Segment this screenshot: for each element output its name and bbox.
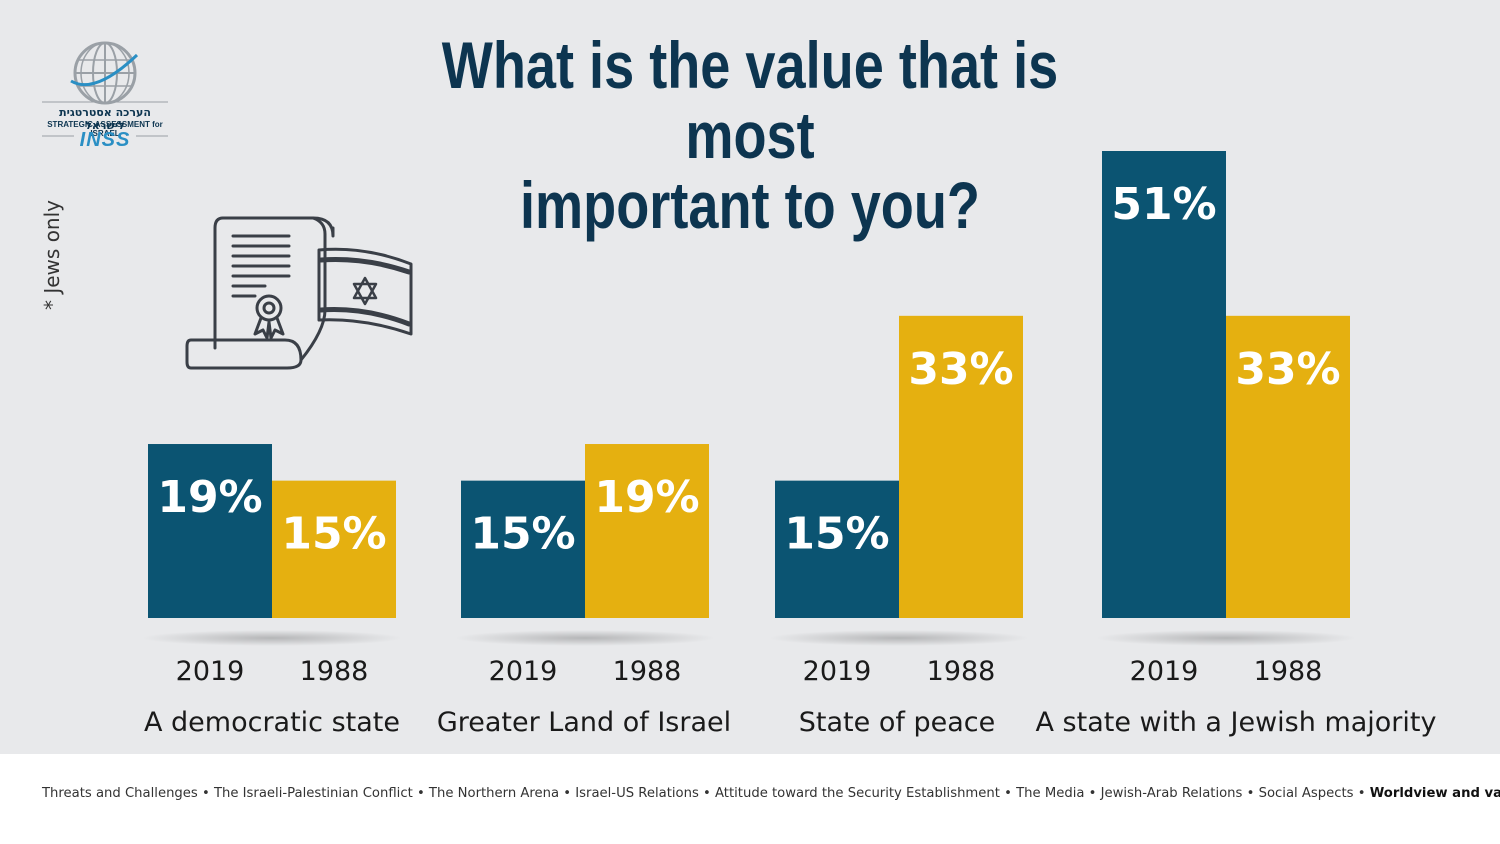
scroll-and-flag-icon — [185, 216, 413, 370]
bar-shadow — [1096, 630, 1356, 646]
category-label: State of peace — [799, 707, 995, 738]
bar-chart: 19% 2019 15% 1988 A democratic state 15% 2019 1… — [142, 151, 1437, 738]
bar-2019-3 — [775, 480, 899, 618]
category-label: A state with a Jewish majority — [1036, 707, 1437, 738]
year-label: 2019 — [1130, 656, 1199, 687]
bar-2019-2 — [461, 480, 585, 618]
logo-hebrew-text: הערכה אסטרטגית לישראל — [59, 106, 151, 132]
footer-topic-link[interactable]: The Israeli-Palestinian Conflict — [213, 786, 413, 801]
footer-separator: • — [559, 786, 576, 801]
footer-topic-link[interactable]: Israel-US Relations — [575, 786, 699, 801]
year-label: 1988 — [927, 656, 996, 687]
year-label: 2019 — [489, 656, 558, 687]
footer-separator: • — [698, 786, 716, 801]
bar-shadow — [142, 630, 402, 646]
footer-separator: • — [197, 786, 214, 801]
globe-logo-icon — [42, 41, 168, 137]
logo-inss-text: INSS — [79, 129, 131, 151]
footer-breadcrumb: Threats and Challenges • The Israeli-Pal… — [42, 786, 1500, 801]
footer-topic-link[interactable]: The Media — [1016, 786, 1085, 801]
data-label: 15% — [784, 509, 889, 560]
bar-1988-2 — [585, 444, 709, 618]
data-label: 15% — [470, 509, 575, 560]
bar-shadow — [455, 630, 715, 646]
title-line-1: What is the value that is most — [441, 28, 1059, 172]
title-line-2: important to you? — [520, 168, 980, 242]
category-label: Greater Land of Israel — [437, 707, 731, 738]
bar-2019-1 — [148, 444, 272, 618]
footer-separator: • — [1353, 786, 1370, 801]
bar-2019-4 — [1102, 151, 1226, 618]
year-label: 2019 — [803, 656, 872, 687]
bar-1988-3 — [899, 315, 1023, 618]
footer-topic-link[interactable]: Attitude toward the Security Establishme… — [715, 786, 1000, 801]
bar-shadow — [769, 630, 1029, 646]
data-label: 15% — [281, 509, 386, 560]
footer-topic-link[interactable]: The Northern Arena — [428, 786, 560, 801]
category-label: A democratic state — [144, 707, 400, 738]
data-label: 33% — [1235, 344, 1340, 395]
footer-topic-link[interactable]: Jewish-Arab Relations — [1100, 786, 1243, 801]
chart-title: What is the value that is most important… — [381, 30, 1119, 240]
bar-1988-1 — [272, 480, 396, 618]
data-label: 33% — [908, 344, 1013, 395]
data-label: 19% — [157, 472, 262, 523]
data-label: 19% — [594, 472, 699, 523]
footer-topic-link[interactable]: Social Aspects — [1258, 786, 1354, 801]
footer-separator: • — [1242, 786, 1259, 801]
footer-separator: • — [1084, 786, 1101, 801]
data-label: 51% — [1111, 179, 1216, 230]
bar-1988-4 — [1226, 315, 1350, 618]
logo-english-text: STRATEGIC ASSESSMENT for ISRAEL — [47, 120, 163, 138]
year-label: 2019 — [176, 656, 245, 687]
footer-separator: • — [999, 786, 1017, 801]
footer-separator: • — [412, 786, 429, 801]
year-label: 1988 — [300, 656, 369, 687]
year-label: 1988 — [1254, 656, 1323, 687]
footer-topic-link[interactable]: Threats and Challenges — [42, 786, 198, 801]
year-label: 1988 — [613, 656, 682, 687]
footer-topic-link[interactable]: Worldview and values — [1369, 786, 1500, 801]
